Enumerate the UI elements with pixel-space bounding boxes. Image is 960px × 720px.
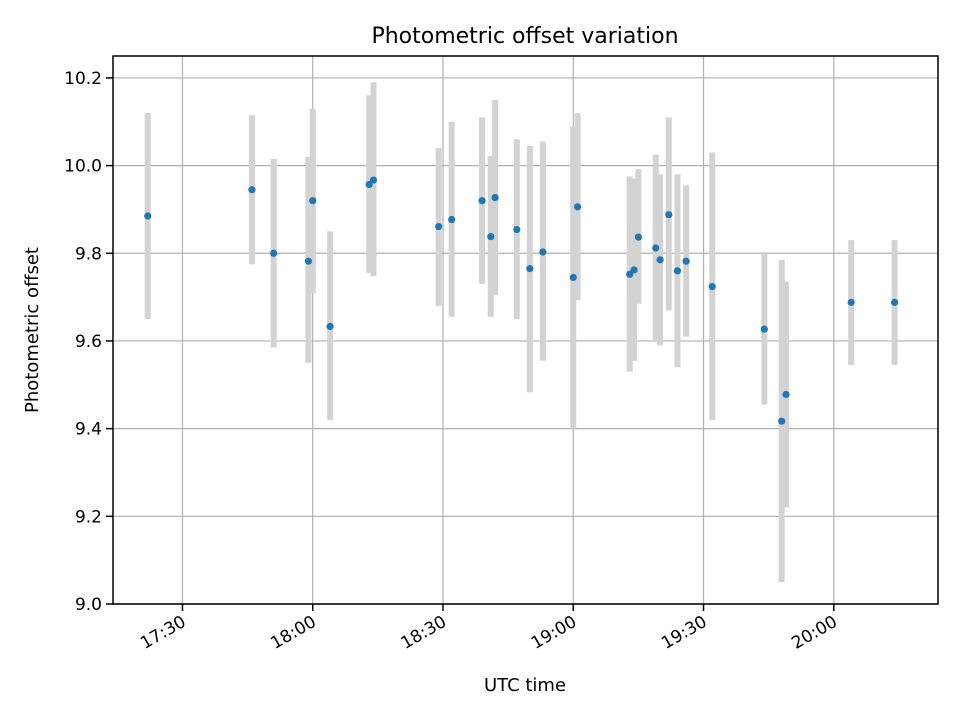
- data-point: [574, 203, 582, 211]
- data-point: [630, 266, 638, 274]
- data-point: [890, 298, 899, 306]
- data-point: [144, 212, 152, 220]
- x-axis-label: UTC time: [484, 675, 566, 696]
- data-point: [478, 197, 486, 205]
- data-point: [626, 270, 634, 278]
- data-point: [539, 248, 547, 256]
- data-point: [526, 265, 534, 273]
- y-tick-label: 9.4: [75, 420, 102, 440]
- y-tick-label: 9.2: [75, 507, 102, 527]
- data-point: [682, 257, 690, 265]
- data-point: [513, 226, 521, 234]
- y-tick-label: 9.8: [75, 244, 102, 264]
- data-point: [435, 222, 443, 231]
- y-axis-ticks: 9.0 9.2 9.4 9.6 9.8 10.0 10.2: [64, 69, 113, 615]
- data-points: [144, 176, 899, 425]
- data-point: [569, 273, 577, 281]
- data-point: [304, 257, 312, 265]
- data-point: [778, 417, 786, 425]
- data-point: [365, 180, 373, 189]
- y-tick-label: 9.0: [75, 595, 102, 615]
- data-point: [708, 282, 716, 291]
- data-point: [326, 322, 334, 331]
- data-point: [656, 256, 664, 264]
- data-point: [673, 267, 682, 275]
- plot-frame: [112, 55, 939, 605]
- data-point: [760, 325, 768, 333]
- data-point: [369, 176, 378, 184]
- data-point: [309, 197, 317, 205]
- data-point: [270, 249, 278, 257]
- y-tick-label: 9.6: [75, 332, 102, 352]
- data-point: [491, 194, 499, 202]
- data-point: [652, 244, 660, 252]
- y-axis-label: Photometric offset: [22, 247, 43, 413]
- data-point: [665, 211, 673, 219]
- data-point: [634, 233, 642, 241]
- data-point: [847, 298, 855, 306]
- y-tick-label: 10.0: [64, 157, 102, 177]
- data-point: [487, 233, 495, 241]
- data-point: [448, 215, 456, 224]
- y-tick-label: 10.2: [64, 69, 102, 89]
- chart-title: Photometric offset variation: [371, 24, 678, 49]
- data-point: [782, 390, 790, 399]
- data-point: [248, 186, 256, 194]
